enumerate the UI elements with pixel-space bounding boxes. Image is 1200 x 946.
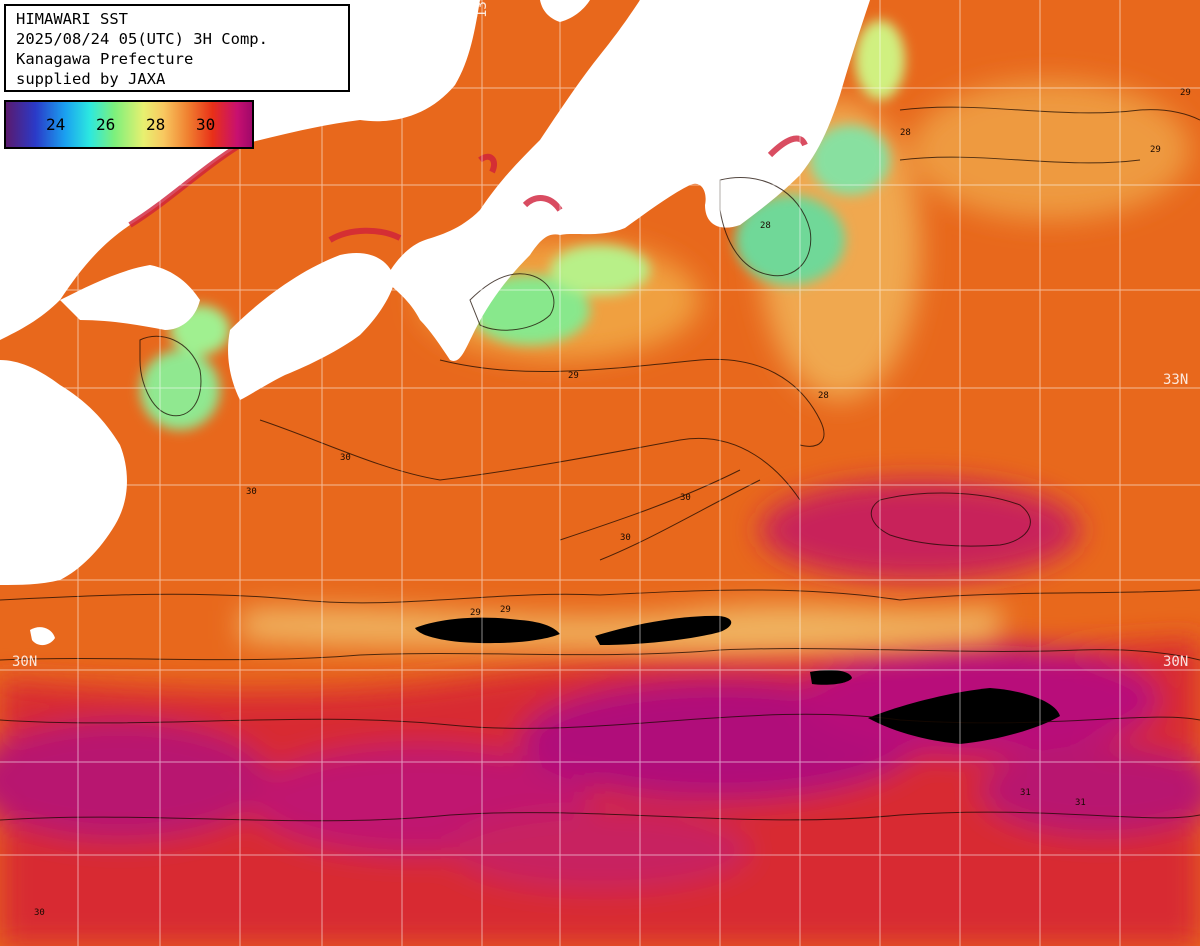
legend-tick: 30: [196, 115, 216, 134]
contour-label: 30: [34, 908, 45, 918]
product-title: HIMAWARI SST: [16, 10, 128, 28]
kyushu: [0, 360, 127, 585]
honshu-kii: [385, 0, 870, 361]
contour-label: 28: [818, 391, 829, 401]
longitude-label-136e: 136E: [474, 0, 490, 18]
organization: Kanagawa Prefecture: [16, 50, 194, 68]
legend-tick: 24: [46, 115, 66, 134]
contour-label: 30: [680, 493, 691, 503]
contour-label: 29: [470, 608, 481, 618]
latitude-label-30n-left: 30N: [12, 654, 38, 670]
legend-tick: 28: [146, 115, 166, 134]
info-panel: HIMAWARI SST 2025/08/24 05(UTC) 3H Comp.…: [4, 4, 350, 92]
contour-label: 29: [500, 605, 511, 615]
contour-label: 29: [568, 371, 579, 381]
contour-label: 30: [340, 453, 351, 463]
hot-water-band: [0, 480, 1200, 946]
timestamp: 2025/08/24 05(UTC) 3H Comp.: [16, 30, 268, 48]
contour-label: 30: [246, 487, 257, 497]
contour-label: 31: [1075, 798, 1086, 808]
contour-label: 28: [760, 221, 771, 231]
contour-label: 29: [1150, 145, 1161, 155]
latitude-label-30n-right: 30N: [1163, 654, 1189, 670]
cloud-mask: [415, 615, 1060, 744]
temperature-color-scale: 24 26 28 30: [4, 100, 254, 149]
contour-label: 30: [620, 533, 631, 543]
legend-tick: 26: [96, 115, 116, 134]
data-credit: supplied by JAXA: [16, 70, 166, 88]
contour-label: 29: [1180, 88, 1191, 98]
contour-labels: 29 29 29 28 28 30 30 30 30 29 31 31 30 2…: [34, 88, 1191, 918]
latitude-label-33n: 33N: [1163, 372, 1189, 388]
contour-label: 31: [1020, 788, 1031, 798]
contour-label: 28: [900, 128, 911, 138]
sst-contours: [0, 106, 1200, 822]
island-north: [540, 0, 590, 22]
